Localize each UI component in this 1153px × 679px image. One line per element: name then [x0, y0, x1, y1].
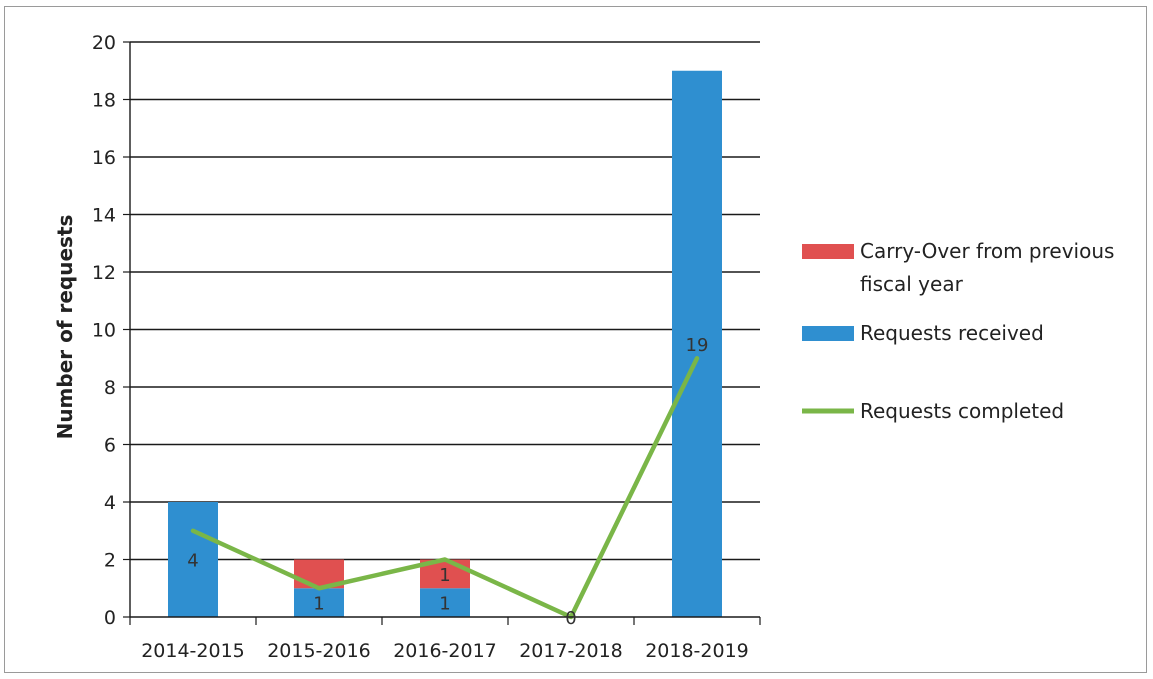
data-label: 1 [313, 594, 324, 615]
bar [420, 588, 470, 617]
y-tick-label: 4 [104, 492, 116, 514]
bar [168, 502, 218, 617]
x-tick-label: 2017-2018 [519, 640, 623, 662]
y-tick-label: 18 [92, 90, 116, 112]
data-label: 1 [439, 594, 450, 615]
x-tick-label: 2014-2015 [141, 640, 245, 662]
bar [294, 588, 344, 617]
legend-label: Requests completed [860, 399, 1064, 423]
y-tick-label: 10 [92, 320, 116, 342]
y-tick-label: 14 [92, 205, 116, 227]
bar [672, 70, 722, 617]
chart-frame [4, 6, 1147, 673]
y-axis-title: Number of requests [53, 215, 77, 440]
data-label: 4 [187, 551, 198, 572]
x-tick-label: 2018-2019 [645, 640, 749, 662]
data-label: 0 [565, 608, 576, 629]
y-tick-label: 20 [92, 32, 116, 54]
data-label: 1 [439, 565, 450, 586]
x-tick-label: 2016-2017 [393, 640, 497, 662]
legend: Carry-Over from previous fiscal year Reque… [802, 239, 1114, 423]
bar-series [168, 70, 722, 617]
y-tick-label: 0 [104, 607, 116, 629]
data-label: 19 [686, 335, 709, 356]
y-tick-label: 16 [92, 147, 116, 169]
legend-swatch [802, 326, 854, 341]
legend-label: fiscal year [860, 272, 964, 296]
y-tick-label: 6 [104, 435, 116, 457]
data-labels: 4 1 1 19 1 0 [187, 335, 708, 629]
legend-label: Requests received [860, 321, 1044, 345]
y-tick-label: 8 [104, 377, 116, 399]
legend-swatch [802, 244, 854, 259]
gridlines [130, 41, 760, 561]
x-tick-label: 2015-2016 [267, 640, 371, 662]
legend-label: Carry-Over from previous [860, 239, 1114, 263]
y-tick-label: 12 [92, 262, 116, 284]
y-tick-label: 2 [104, 550, 116, 572]
